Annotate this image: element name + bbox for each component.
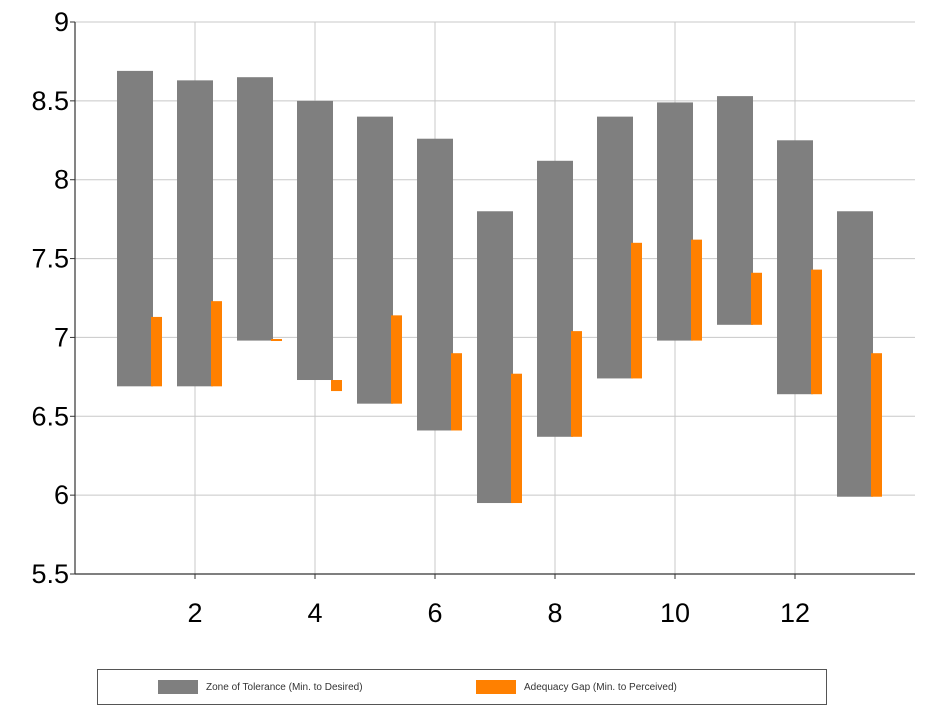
zone-of-tolerance-bar xyxy=(177,80,213,387)
adequacy-gap-bar xyxy=(331,380,342,392)
y-axis-tick-labels: 5.5 6 6.5 7 7.5 8 8.5 9 xyxy=(31,7,69,589)
adequacy-gap-bar xyxy=(151,316,162,387)
legend-item-gap: Adequacy Gap (Min. to Perceived) xyxy=(476,670,677,704)
adequacy-gap-bar xyxy=(811,269,822,395)
adequacy-gap-bar xyxy=(511,373,522,504)
legend-swatch-zone xyxy=(158,680,198,694)
range-bar-chart: 5.5 6 6.5 7 7.5 8 8.5 9 2 4 6 8 10 12 xyxy=(31,7,915,628)
zone-of-tolerance-bar xyxy=(597,116,633,379)
zone-of-tolerance-bar xyxy=(297,100,333,381)
zone-of-tolerance-bar xyxy=(417,138,453,431)
zone-of-tolerance-bar xyxy=(477,211,513,504)
y-tick-label: 7 xyxy=(54,322,69,352)
x-tick-label: 8 xyxy=(547,598,562,628)
zone-of-tolerance-bar xyxy=(657,102,693,341)
y-tick-label: 6 xyxy=(54,480,69,510)
zone-of-tolerance-bar xyxy=(777,140,813,395)
legend-label-zone: Zone of Tolerance (Min. to Desired) xyxy=(206,681,363,693)
zone-of-tolerance-bar xyxy=(237,77,273,341)
x-tick-label: 2 xyxy=(187,598,202,628)
adequacy-gap-bar xyxy=(751,272,762,325)
axes xyxy=(70,21,915,579)
y-tick-label: 6.5 xyxy=(31,401,69,431)
legend-label-gap: Adequacy Gap (Min. to Perceived) xyxy=(524,681,677,693)
adequacy-gap-bar xyxy=(631,242,642,379)
y-tick-label: 8 xyxy=(54,165,69,195)
adequacy-gap-bar xyxy=(451,353,462,431)
x-tick-label: 6 xyxy=(427,598,442,628)
adequacy-gap-bar xyxy=(571,331,582,437)
x-tick-label: 12 xyxy=(780,598,810,628)
x-tick-label: 4 xyxy=(307,598,322,628)
legend: Zone of Tolerance (Min. to Desired) Adeq… xyxy=(97,669,827,705)
adequacy-gap-bar xyxy=(391,315,402,404)
legend-item-zone: Zone of Tolerance (Min. to Desired) xyxy=(158,670,363,704)
adequacy-gap-bar xyxy=(211,301,222,387)
zone-of-tolerance-bar xyxy=(717,96,753,325)
zone-of-tolerance-bar xyxy=(537,160,573,437)
zone-of-tolerance-bar xyxy=(357,116,393,404)
adequacy-gap-bar xyxy=(691,239,702,341)
bars xyxy=(117,70,882,504)
y-tick-label: 5.5 xyxy=(31,559,69,589)
zone-of-tolerance-bar xyxy=(117,70,153,387)
x-axis-tick-labels: 2 4 6 8 10 12 xyxy=(187,598,810,628)
x-tick-label: 10 xyxy=(660,598,690,628)
y-tick-label: 9 xyxy=(54,7,69,37)
zone-of-tolerance-bar xyxy=(837,211,873,497)
legend-swatch-gap xyxy=(476,680,516,694)
y-tick-label: 8.5 xyxy=(31,86,69,116)
y-tick-label: 7.5 xyxy=(31,244,69,274)
adequacy-gap-bar xyxy=(271,339,282,342)
adequacy-gap-bar xyxy=(871,353,882,497)
